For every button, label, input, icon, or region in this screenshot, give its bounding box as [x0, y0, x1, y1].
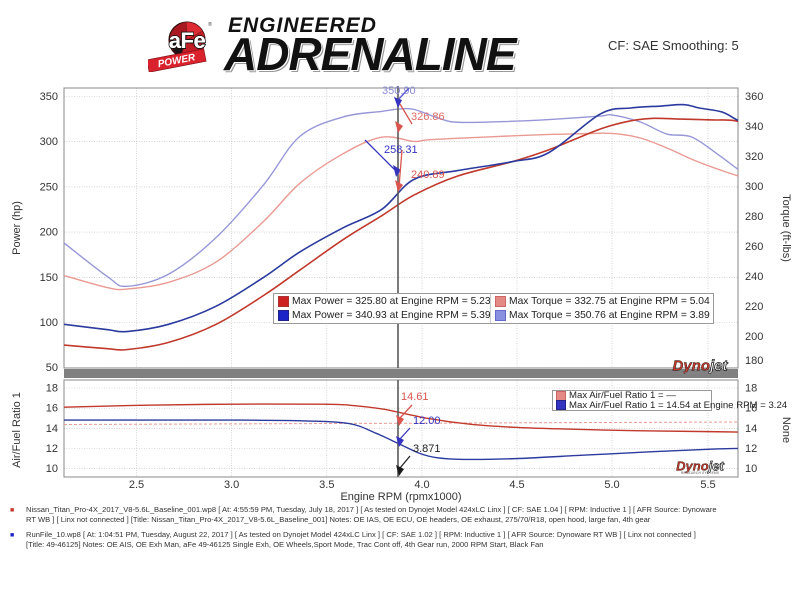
- svg-text:320: 320: [745, 151, 763, 163]
- svg-text:50: 50: [46, 362, 58, 374]
- svg-text:240: 240: [745, 271, 763, 283]
- svg-text:10: 10: [745, 463, 757, 475]
- svg-text:300: 300: [745, 181, 763, 193]
- svg-text:12.00: 12.00: [413, 415, 441, 427]
- svg-text:RESEARCH SYSTEMS: RESEARCH SYSTEMS: [679, 372, 721, 376]
- svg-text:16: 16: [46, 403, 58, 415]
- svg-text:4.0: 4.0: [414, 479, 429, 491]
- svg-text:350.90: 350.90: [382, 85, 416, 97]
- svg-text:12: 12: [745, 443, 757, 455]
- svg-text:12: 12: [46, 443, 58, 455]
- svg-text:3.0: 3.0: [224, 479, 239, 491]
- svg-text:240.89: 240.89: [411, 169, 445, 181]
- svg-text:260: 260: [745, 241, 763, 253]
- svg-text:14: 14: [745, 423, 757, 435]
- svg-text:350: 350: [40, 91, 58, 103]
- svg-text:Air/Fuel Ratio 1: Air/Fuel Ratio 1: [11, 392, 23, 468]
- svg-text:200: 200: [745, 331, 763, 343]
- svg-text:2.5: 2.5: [129, 479, 144, 491]
- svg-text:3.871: 3.871: [413, 443, 441, 455]
- svg-text:340: 340: [745, 121, 763, 133]
- svg-text:280: 280: [745, 211, 763, 223]
- svg-text:3.5: 3.5: [319, 479, 334, 491]
- svg-text:360: 360: [745, 91, 763, 103]
- svg-text:Power (hp): Power (hp): [11, 201, 23, 255]
- svg-text:Torque (ft-lbs): Torque (ft-lbs): [780, 194, 792, 262]
- svg-text:150: 150: [40, 272, 58, 284]
- svg-text:258.31: 258.31: [384, 144, 418, 156]
- svg-text:220: 220: [745, 301, 763, 313]
- svg-text:326.86: 326.86: [411, 111, 445, 123]
- svg-text:300: 300: [40, 136, 58, 148]
- svg-text:18: 18: [46, 383, 58, 395]
- svg-text:Engine RPM (rpmx1000): Engine RPM (rpmx1000): [340, 491, 461, 503]
- svg-text:None: None: [780, 417, 792, 443]
- svg-text:4.5: 4.5: [509, 479, 524, 491]
- svg-text:14: 14: [46, 423, 58, 435]
- svg-text:14.61: 14.61: [401, 391, 429, 403]
- svg-text:250: 250: [40, 181, 58, 193]
- svg-text:10: 10: [46, 463, 58, 475]
- svg-text:5.0: 5.0: [604, 479, 619, 491]
- svg-text:200: 200: [40, 227, 58, 239]
- svg-text:18: 18: [745, 383, 757, 395]
- svg-text:100: 100: [40, 317, 58, 329]
- svg-text:RESEARCH SYSTEMS: RESEARCH SYSTEMS: [681, 471, 720, 475]
- svg-text:5.5: 5.5: [700, 479, 715, 491]
